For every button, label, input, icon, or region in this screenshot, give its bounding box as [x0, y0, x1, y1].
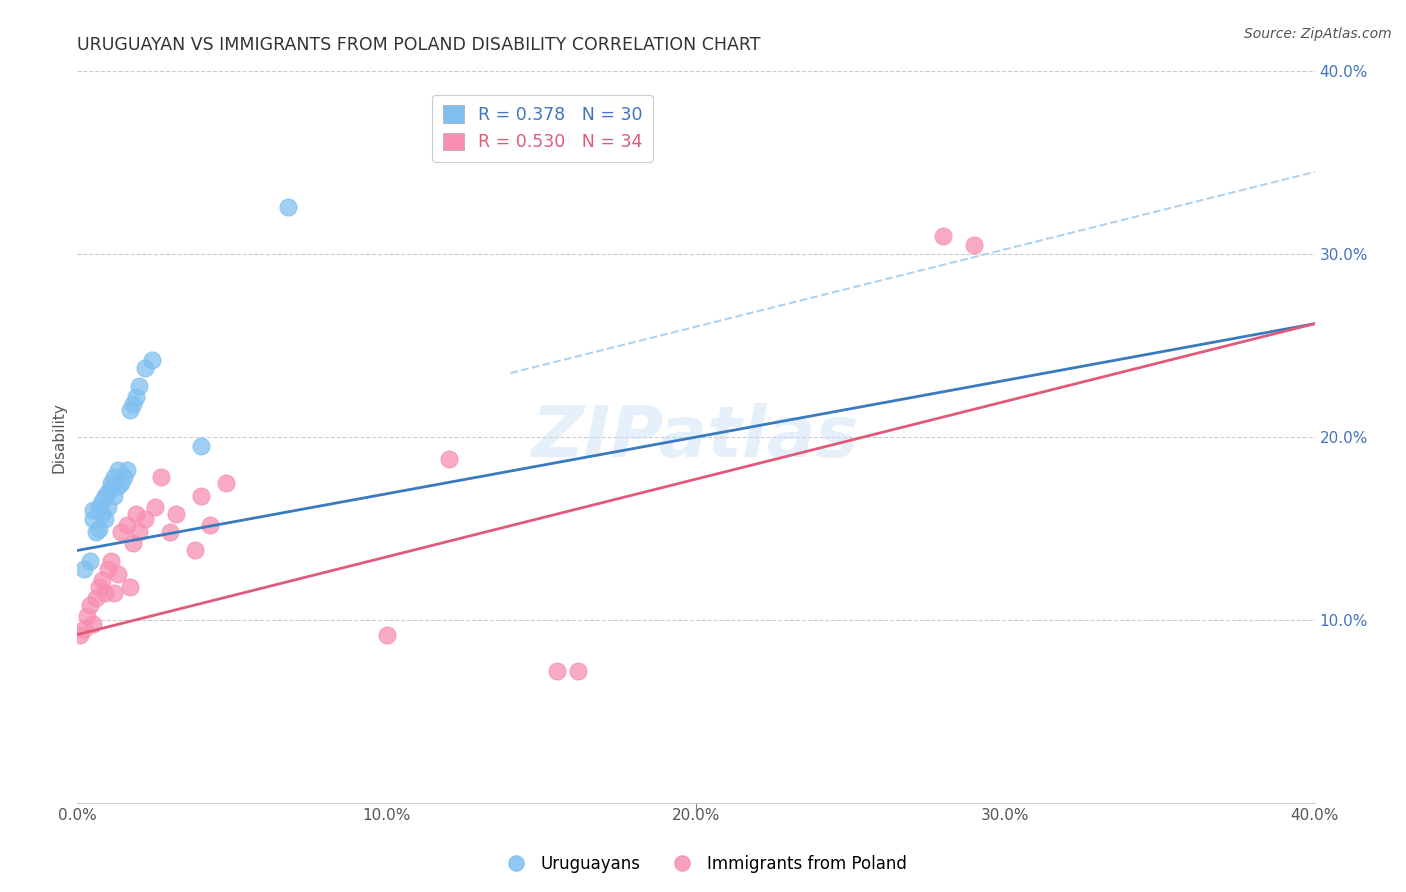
Point: [84, 591, 107, 605]
Point: [190, 439, 212, 453]
Point: [103, 489, 125, 503]
Point: [72, 562, 94, 576]
Point: [118, 580, 141, 594]
Point: [100, 554, 122, 568]
Point: [118, 402, 141, 417]
Point: [128, 379, 150, 393]
Point: [128, 525, 150, 540]
Point: [76, 609, 98, 624]
Point: [437, 452, 460, 467]
Text: Source: ZipAtlas.com: Source: ZipAtlas.com: [1244, 27, 1392, 41]
Point: [94, 512, 117, 526]
Point: [184, 543, 207, 558]
Point: [141, 353, 163, 368]
Point: [567, 664, 589, 678]
Point: [79, 554, 101, 568]
Point: [200, 517, 222, 532]
Point: [100, 475, 122, 490]
Point: [215, 475, 238, 490]
Point: [134, 360, 156, 375]
Point: [107, 479, 129, 493]
Point: [112, 470, 135, 484]
Legend: R = 0.378   N = 30, R = 0.530   N = 34: R = 0.378 N = 30, R = 0.530 N = 34: [433, 95, 652, 161]
Point: [97, 485, 120, 500]
Point: [190, 489, 212, 503]
Point: [963, 238, 986, 252]
Point: [97, 562, 120, 576]
Point: [82, 616, 104, 631]
Point: [107, 567, 129, 582]
Text: ZIPatlas: ZIPatlas: [533, 402, 859, 472]
Point: [143, 500, 166, 514]
Point: [125, 507, 148, 521]
Point: [94, 489, 117, 503]
Point: [165, 507, 187, 521]
Point: [546, 664, 568, 678]
Point: [69, 627, 91, 641]
Point: [149, 470, 172, 484]
Point: [87, 500, 110, 514]
Point: [115, 517, 138, 532]
Point: [91, 507, 114, 521]
Point: [87, 580, 110, 594]
Point: [100, 481, 122, 495]
Point: [122, 397, 145, 411]
Point: [932, 228, 955, 243]
Point: [115, 463, 138, 477]
Point: [375, 627, 398, 641]
Point: [107, 463, 129, 477]
Point: [82, 503, 104, 517]
Point: [91, 494, 114, 508]
Text: URUGUAYAN VS IMMIGRANTS FROM POLAND DISABILITY CORRELATION CHART: URUGUAYAN VS IMMIGRANTS FROM POLAND DISA…: [77, 36, 761, 54]
Point: [84, 525, 107, 540]
Point: [159, 525, 181, 540]
Point: [134, 512, 156, 526]
Point: [103, 470, 125, 484]
Point: [94, 585, 117, 599]
Point: [82, 512, 104, 526]
Point: [87, 521, 110, 535]
Point: [97, 500, 120, 514]
Point: [125, 390, 148, 404]
Point: [79, 599, 101, 613]
Point: [277, 200, 299, 214]
Point: [122, 536, 145, 550]
Legend: Uruguayans, Immigrants from Poland: Uruguayans, Immigrants from Poland: [492, 848, 914, 880]
Point: [72, 622, 94, 636]
Y-axis label: Disability: Disability: [51, 401, 66, 473]
Point: [110, 525, 132, 540]
Point: [103, 585, 125, 599]
Point: [91, 573, 114, 587]
Point: [110, 475, 132, 490]
